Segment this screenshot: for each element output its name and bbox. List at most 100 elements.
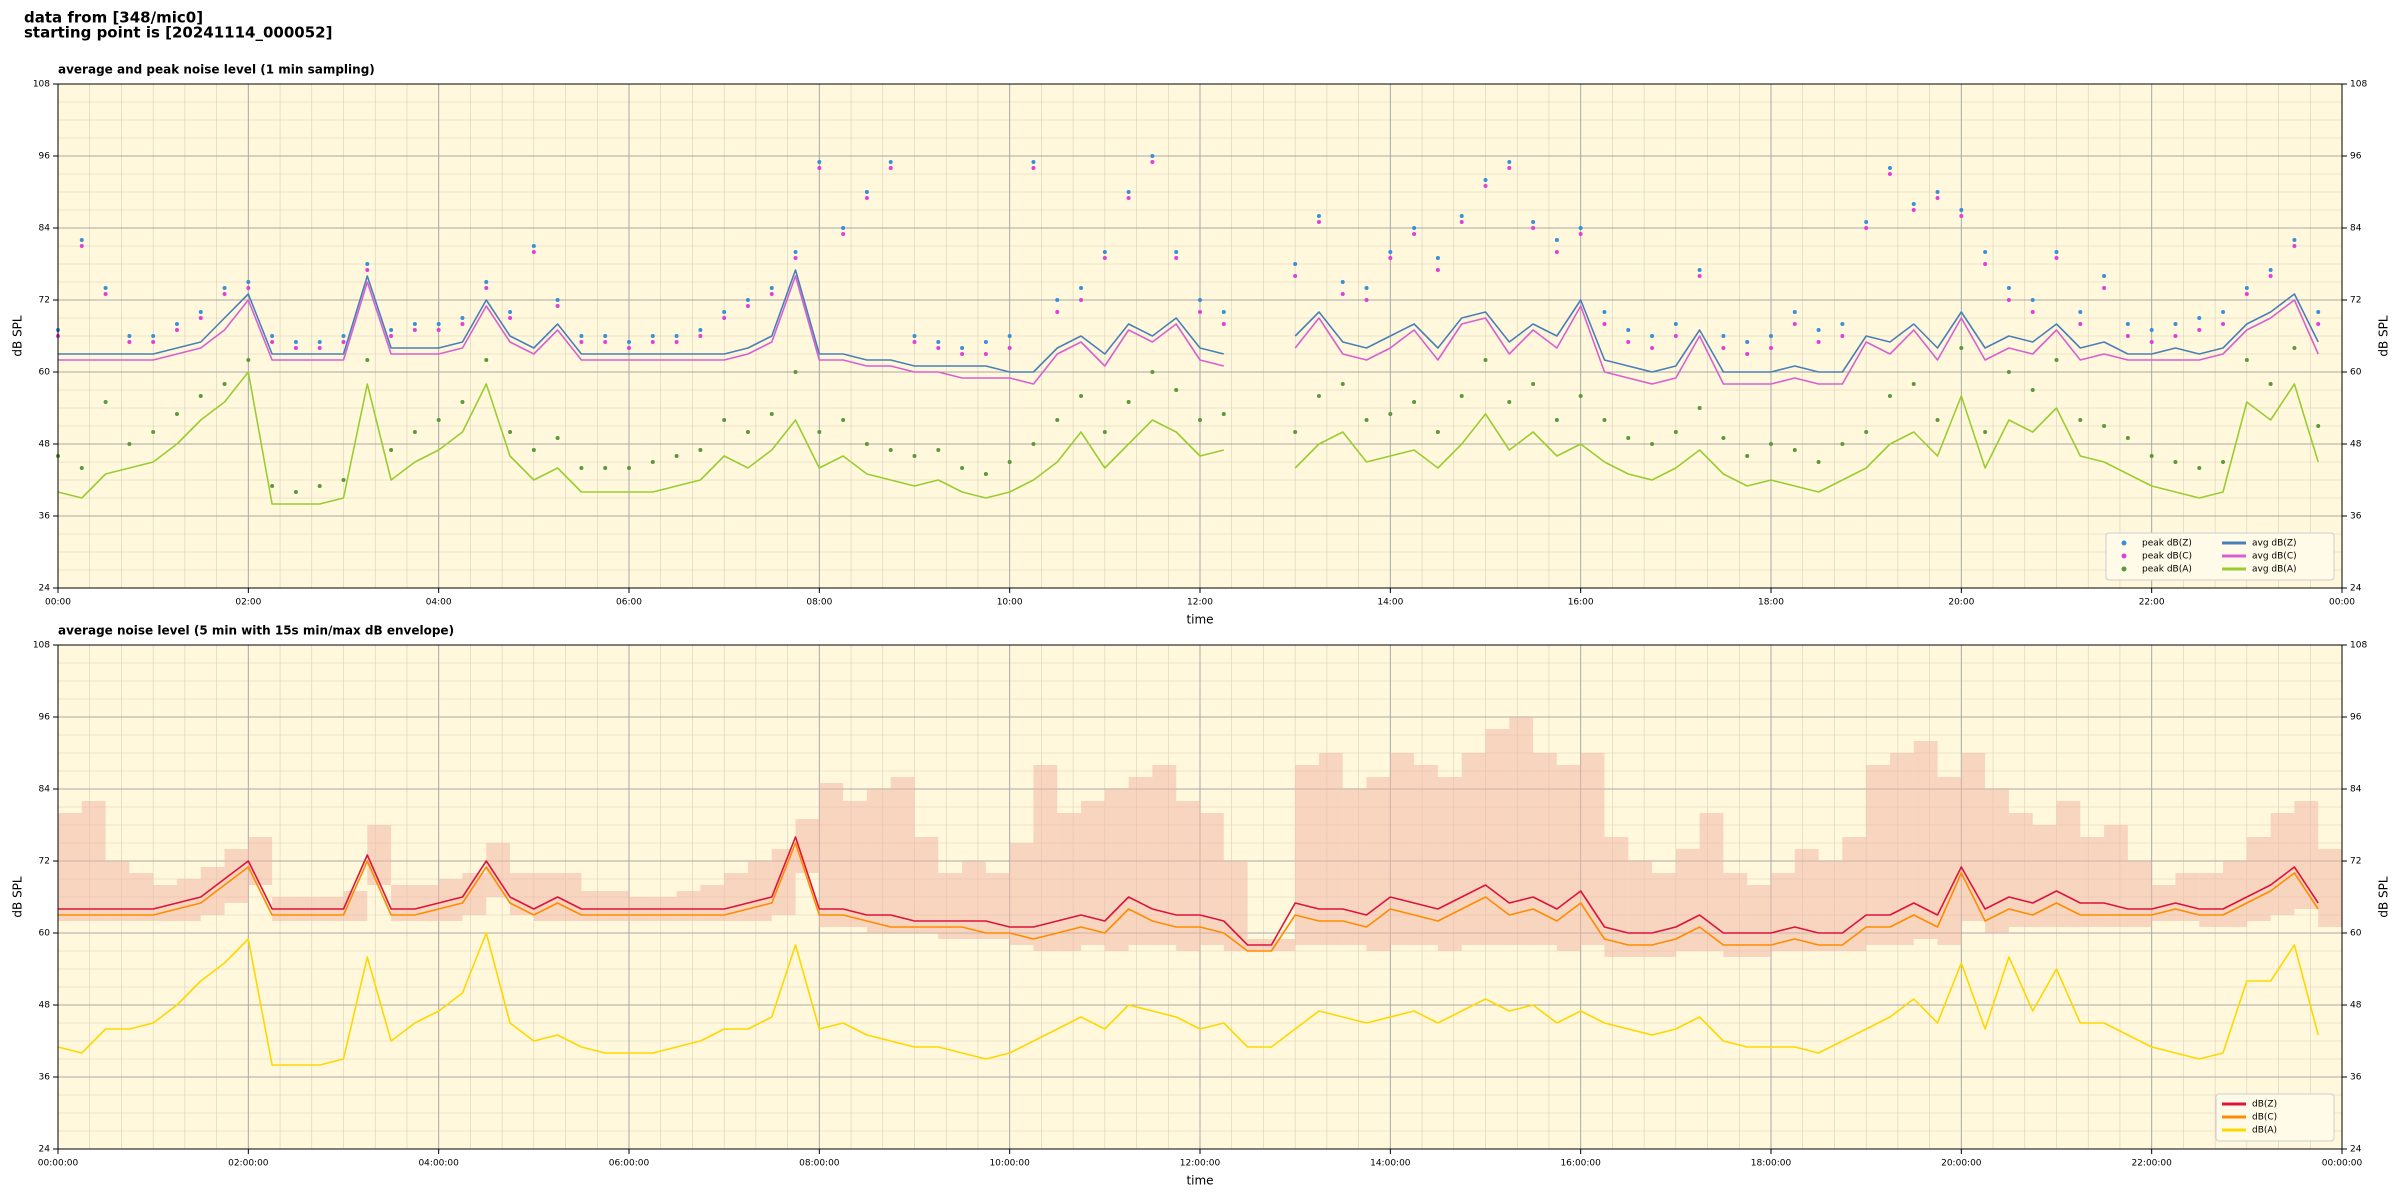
peak-point [2221, 310, 2226, 314]
peak-point [1554, 238, 1559, 242]
peak-point [793, 256, 798, 260]
y-tick-label: 48 [39, 440, 51, 450]
x-tick-label: 00:00 [45, 598, 71, 608]
peak-point [508, 316, 513, 320]
peak-point [2268, 268, 2273, 272]
peak-point [1055, 310, 1060, 314]
peak-point [674, 340, 679, 344]
series-line [58, 275, 1224, 385]
peak-point [1459, 394, 1464, 398]
peak-point [1745, 352, 1750, 356]
peak-point [1864, 430, 1869, 434]
x-tick-label: 12:00:00 [1180, 1159, 1221, 1169]
chart-title: average noise level (5 min with 15s min/… [58, 624, 454, 638]
envelope-band [914, 837, 939, 933]
peak-point [960, 466, 965, 470]
peak-point [1864, 226, 1869, 230]
peak-point [2173, 322, 2178, 326]
peak-point [317, 346, 322, 350]
peak-point [127, 340, 132, 344]
legend-label: dB(C) [2252, 1113, 2277, 1123]
peak-point [1983, 430, 1988, 434]
peak-point [2244, 358, 2249, 362]
envelope-band [747, 861, 772, 921]
peak-point [1650, 346, 1655, 350]
peak-point [2030, 298, 2035, 302]
peak-point [127, 334, 132, 338]
peak-point [1650, 442, 1655, 446]
peak-point [1602, 322, 1607, 326]
envelope-band [581, 891, 606, 921]
legend-marker [2121, 540, 2127, 546]
peak-point [2078, 310, 2083, 314]
header-line: data from [348/mic0] [24, 9, 203, 27]
peak-point [2268, 274, 2273, 278]
legend-label: avg dB(A) [2252, 565, 2296, 575]
envelope-band [2032, 825, 2057, 927]
peak-point [1198, 298, 1202, 302]
peak-point [1697, 274, 1702, 278]
peak-point [1388, 412, 1393, 416]
x-tick-label: 00:00:00 [38, 1159, 79, 1169]
peak-point [1721, 334, 1726, 338]
peak-point [2221, 460, 2226, 464]
envelope-band [1390, 753, 1415, 945]
peak-point [1435, 430, 1440, 434]
envelope-band [129, 873, 154, 921]
peak-point [1483, 178, 1488, 182]
peak-point [2268, 382, 2273, 386]
peak-point [1483, 358, 1488, 362]
peak-point [722, 310, 727, 314]
peak-point [198, 394, 203, 398]
envelope-band [2223, 861, 2247, 927]
peak-point [127, 442, 132, 446]
peak-point [603, 466, 608, 470]
envelope-band [153, 885, 177, 921]
y2-tick-label: 84 [2350, 785, 2362, 795]
peak-point [246, 286, 251, 290]
y-axis-label: dB SPL [11, 315, 25, 357]
peak-point [841, 226, 846, 230]
y2-tick-label: 24 [2350, 584, 2362, 594]
peak-point [1911, 202, 1916, 206]
y-tick-label: 60 [39, 368, 51, 378]
peak-point [722, 316, 727, 320]
peak-point [1792, 322, 1797, 326]
peak-point [389, 448, 394, 452]
y2-axis-label: dB SPL [2377, 876, 2391, 918]
peak-point [1673, 322, 1678, 326]
peak-point [1174, 250, 1179, 254]
peak-point [1673, 430, 1678, 434]
peak-point [1102, 430, 1107, 434]
peak-point [1697, 406, 1702, 410]
peak-point [1198, 310, 1202, 314]
peak-point [1221, 310, 1226, 314]
peak-point [1174, 256, 1179, 260]
envelope-band [1747, 885, 1771, 957]
legend-label: dB(A) [2252, 1126, 2277, 1136]
header-line: starting point is [20241114_000052] [24, 24, 332, 42]
chart-title: average and peak noise level (1 min samp… [58, 63, 375, 77]
envelope-band [962, 861, 986, 939]
peak-point [174, 412, 179, 416]
peak-point [389, 328, 394, 332]
peak-point [1816, 460, 1821, 464]
peak-point [793, 370, 798, 374]
peak-point [555, 304, 560, 308]
series-line [58, 842, 2319, 952]
peak-point [293, 346, 298, 350]
envelope-band [1699, 813, 1724, 951]
envelope-band [1200, 813, 1224, 945]
peak-point [1840, 334, 1845, 338]
peak-point [317, 484, 322, 488]
y2-tick-label: 60 [2350, 929, 2362, 939]
envelope-band [391, 885, 415, 921]
peak-point [2054, 250, 2059, 254]
y-tick-label: 72 [39, 296, 50, 306]
x-tick-label: 20:00:00 [1941, 1159, 1982, 1169]
peak-point [1697, 268, 1702, 272]
peak-point [2102, 424, 2107, 428]
envelope-band [985, 873, 1010, 939]
legend-label: peak dB(Z) [2142, 539, 2192, 549]
peak-point [817, 430, 822, 434]
